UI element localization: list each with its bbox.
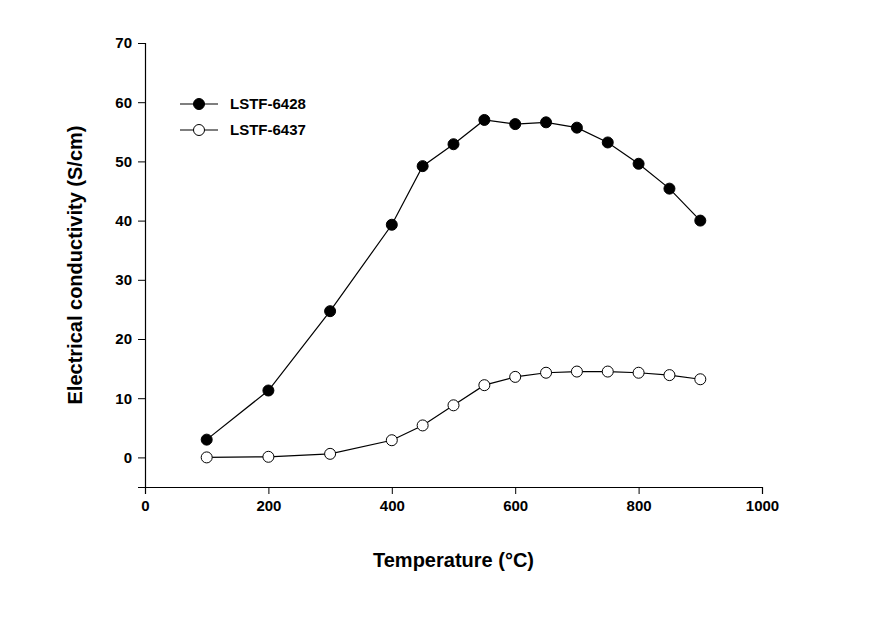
marker — [633, 367, 644, 378]
tick-mark — [138, 221, 145, 222]
marker — [325, 448, 336, 459]
marker — [510, 371, 521, 382]
tick-mark — [138, 280, 145, 281]
tick: 600 — [503, 487, 528, 514]
tick: 60 — [115, 94, 145, 111]
tick-label: 0 — [124, 449, 132, 466]
x-axis: 0 200 400 600 800 1000 — [141, 487, 779, 514]
tick-label: 800 — [627, 497, 652, 514]
legend-marker — [194, 99, 205, 110]
tick-label: 70 — [115, 34, 132, 51]
legend-entry: LSTF-6437 — [180, 121, 306, 138]
plot: 0 200 400 600 800 1000 0 10 20 30 40 50 60 70 LSTF-642… — [115, 34, 779, 513]
tick-label: 50 — [115, 153, 132, 170]
tick-label: 1000 — [746, 497, 779, 514]
chart: 0 200 400 600 800 1000 0 10 20 30 40 50 60 70 LSTF-642… — [0, 0, 883, 617]
tick-mark — [138, 102, 145, 103]
tick: 10 — [115, 390, 145, 407]
series-line — [207, 372, 701, 458]
legend-label: LSTF-6428 — [230, 95, 306, 112]
marker — [448, 139, 459, 150]
marker — [695, 215, 706, 226]
marker — [201, 434, 212, 445]
marker — [417, 420, 428, 431]
marker — [479, 114, 490, 125]
marker — [571, 122, 582, 133]
legend-entry: LSTF-6428 — [180, 95, 306, 112]
marker — [541, 367, 552, 378]
tick: 0 — [141, 487, 149, 514]
tick-label: 40 — [115, 212, 132, 229]
tick: 20 — [115, 330, 145, 347]
tick-label: 600 — [503, 497, 528, 514]
tick: 40 — [115, 212, 145, 229]
tick-mark — [138, 457, 145, 458]
tick-mark — [138, 339, 145, 340]
tick-label: 10 — [115, 390, 132, 407]
legend: LSTF-6428 LSTF-6437 — [180, 95, 306, 138]
legend-marker — [194, 125, 205, 136]
axis-line — [146, 488, 763, 495]
marker — [448, 400, 459, 411]
marker — [695, 374, 706, 385]
marker — [201, 452, 212, 463]
tick-label: 60 — [115, 94, 132, 111]
tick-label: 20 — [115, 330, 132, 347]
marker — [541, 117, 552, 128]
tick: 400 — [380, 487, 405, 514]
marker — [510, 119, 521, 130]
marker — [417, 161, 428, 172]
marker — [263, 451, 274, 462]
series-line — [207, 120, 701, 440]
tick-label: 200 — [256, 497, 281, 514]
marker — [386, 219, 397, 230]
tick: 0 — [124, 449, 145, 466]
tick: 800 — [627, 487, 652, 514]
legend-label: LSTF-6437 — [230, 121, 306, 138]
marker — [325, 306, 336, 317]
y-axis: 0 10 20 30 40 50 60 70 — [115, 34, 145, 487]
x-axis-title: Temperature (°C) — [373, 549, 534, 571]
tick-mark — [762, 487, 763, 494]
tick-label: 400 — [380, 497, 405, 514]
tick: 50 — [115, 153, 145, 170]
tick-mark — [138, 161, 145, 162]
marker — [571, 366, 582, 377]
marker — [479, 380, 490, 391]
tick: 200 — [256, 487, 281, 514]
marker — [602, 137, 613, 148]
tick: 30 — [115, 271, 145, 288]
tick-mark — [268, 487, 269, 494]
axis-line — [138, 44, 146, 488]
marker — [386, 435, 397, 446]
tick-label: 0 — [141, 497, 149, 514]
marker — [602, 366, 613, 377]
marker — [664, 370, 675, 381]
tick-mark — [392, 487, 393, 494]
marker — [664, 183, 675, 194]
data-area — [201, 114, 706, 462]
marker — [263, 385, 274, 396]
tick-label: 30 — [115, 271, 132, 288]
tick: 1000 — [746, 487, 779, 514]
tick-mark — [639, 487, 640, 494]
y-axis-title: Electrical conductivity (S/cm) — [64, 126, 86, 405]
tick-mark — [138, 43, 145, 44]
marker — [633, 158, 644, 169]
tick: 70 — [115, 34, 145, 51]
tick-mark — [515, 487, 516, 494]
tick-mark — [138, 398, 145, 399]
